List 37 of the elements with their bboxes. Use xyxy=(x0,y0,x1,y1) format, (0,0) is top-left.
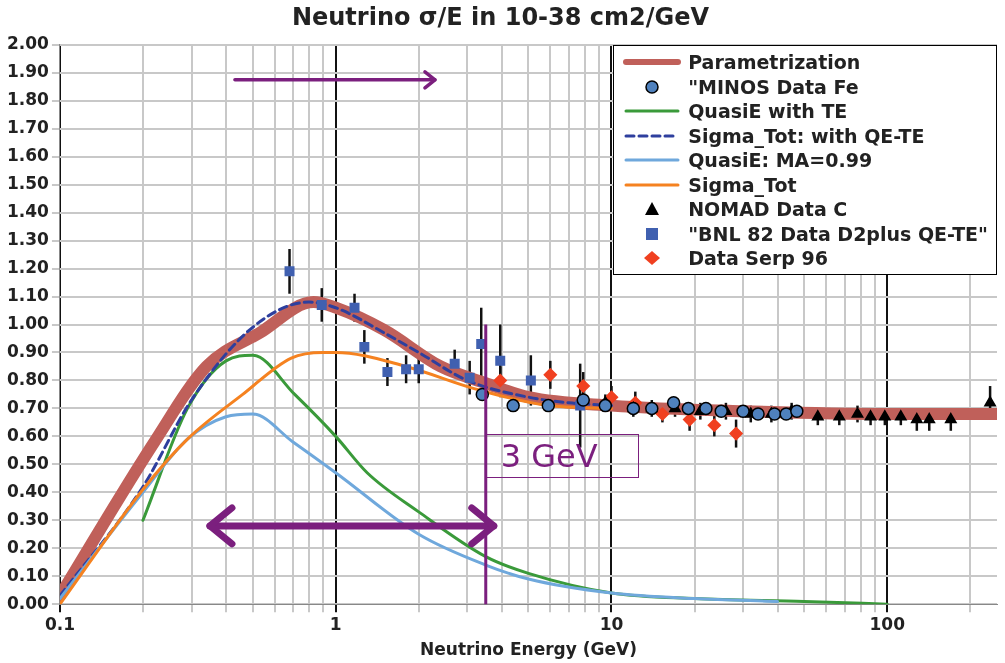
y-tick-label: 0.80 xyxy=(6,368,50,389)
x-tick-label: 100 xyxy=(869,613,906,634)
y-tick-label: 0.50 xyxy=(6,452,50,473)
y-tick-label: 0.00 xyxy=(6,592,50,613)
y-tick-label: 0.90 xyxy=(6,340,50,361)
legend-label: Parametrization xyxy=(688,51,861,74)
legend-label: "MINOS Data Fe xyxy=(688,75,859,98)
y-tick-label: 0.30 xyxy=(6,508,50,529)
legend-label: QuasiE with TE xyxy=(688,100,848,123)
y-tick-label: 1.20 xyxy=(6,256,50,277)
ref-line-label: 3 GeV xyxy=(485,433,639,478)
x-tick-label: 0.1 xyxy=(44,613,76,634)
y-tick-label: 1.40 xyxy=(6,201,50,222)
y-tick-label: 1.80 xyxy=(6,89,50,110)
y-tick-label: 1.70 xyxy=(6,117,50,138)
y-tick-label: 1.90 xyxy=(6,61,50,82)
y-tick-label: 2.00 xyxy=(6,33,50,54)
y-tick-label: 0.40 xyxy=(6,480,50,501)
y-tick-label: 1.50 xyxy=(6,173,50,194)
x-tick-label: 10 xyxy=(599,613,624,634)
x-tick-label: 1 xyxy=(329,613,342,634)
x-axis-title: Neutrino Energy (GeV) xyxy=(420,639,637,660)
legend-label: Sigma_Tot: with QE-TE xyxy=(688,124,925,147)
legend-label: NOMAD Data C xyxy=(688,198,848,221)
y-tick-label: 0.60 xyxy=(6,424,50,445)
y-tick-label: 0.10 xyxy=(6,564,50,585)
y-tick-label: 0.70 xyxy=(6,396,50,417)
y-tick-label: 1.60 xyxy=(6,145,50,166)
y-tick-label: 1.00 xyxy=(6,312,50,333)
y-tick-label: 1.30 xyxy=(6,229,50,250)
y-tick-label: 1.10 xyxy=(6,284,50,305)
legend-label: Data Serp 96 xyxy=(688,247,828,270)
legend-label: "BNL 82 Data D2plus QE-TE" xyxy=(688,222,988,245)
legend-label: QuasiE: MA=0.99 xyxy=(688,149,873,172)
y-tick-label: 0.20 xyxy=(6,536,50,557)
chart-title: Neutrino σ/E in 10-38 cm2/GeV xyxy=(291,2,710,31)
legend-label: Sigma_Tot xyxy=(688,173,797,196)
